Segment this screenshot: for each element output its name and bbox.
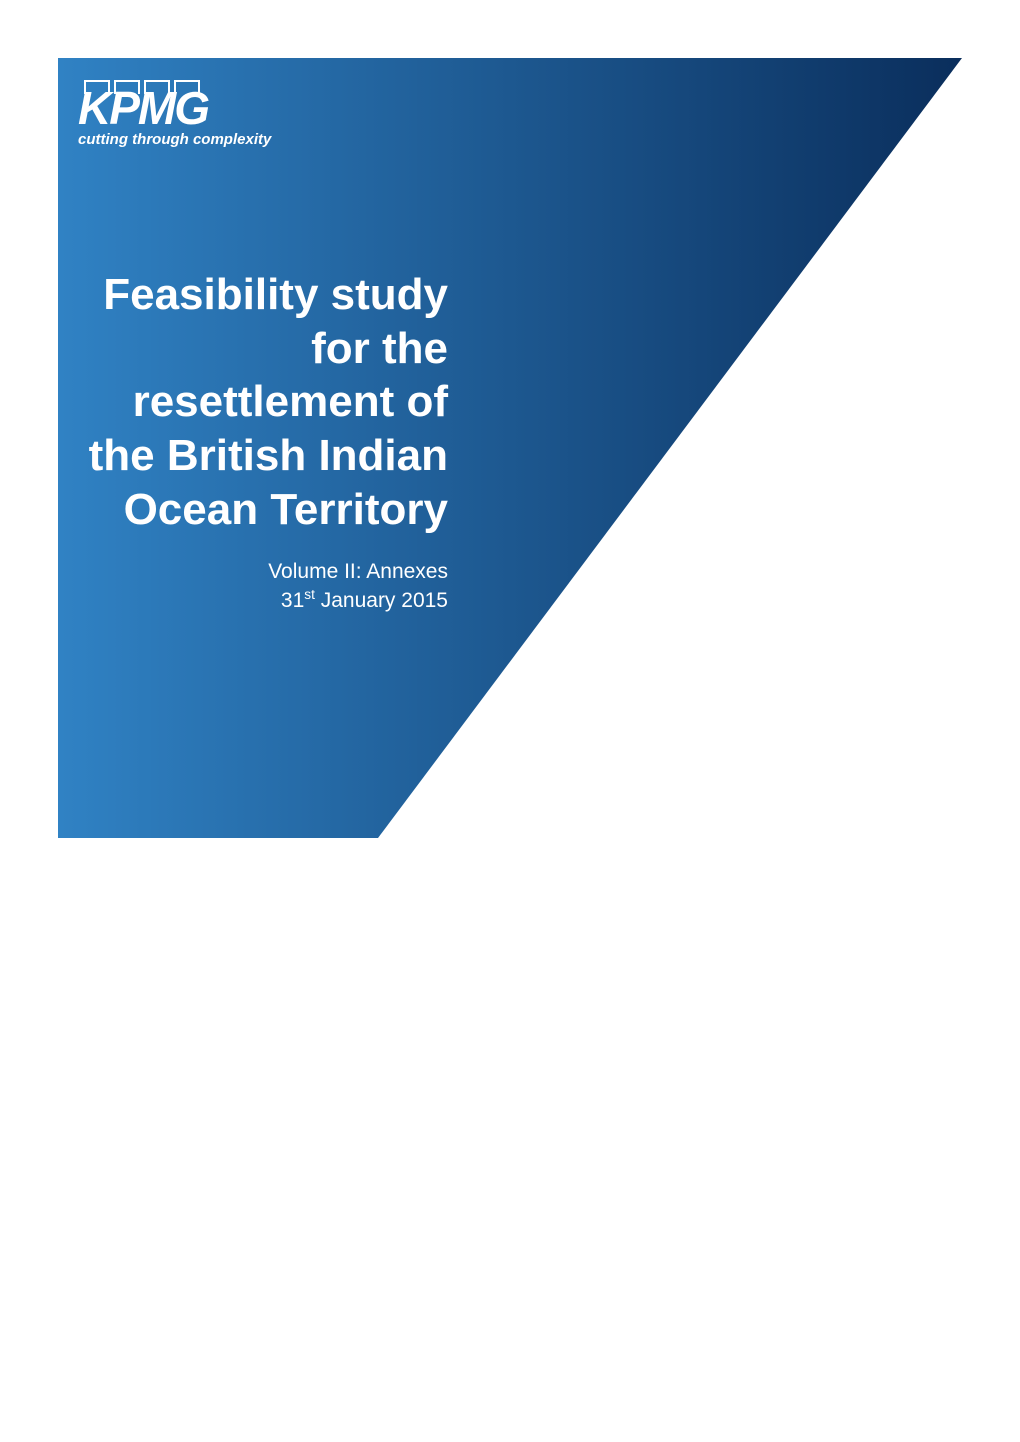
cover-date: 31st January 2015 [58, 586, 448, 615]
cover-date-rest: January 2015 [315, 589, 448, 612]
brand-tagline: cutting through complexity [78, 131, 271, 148]
cover-title: Feasibility study for the resettlement o… [58, 268, 448, 536]
cover-date-ordinal: st [304, 587, 315, 602]
cover-subtitle: Volume II: Annexes [58, 558, 448, 586]
cover-date-day: 31 [281, 589, 304, 612]
cover-title-block: Feasibility study for the resettlement o… [58, 268, 448, 536]
page: KPMG cutting through complexity Feasibil… [0, 0, 1020, 1442]
brand-name: KPMG [78, 88, 271, 129]
brand-logo: KPMG cutting through complexity [78, 80, 271, 148]
cover-hero: KPMG cutting through complexity Feasibil… [58, 58, 962, 838]
cover-subtitle-block: Volume II: Annexes 31st January 2015 [58, 558, 448, 616]
